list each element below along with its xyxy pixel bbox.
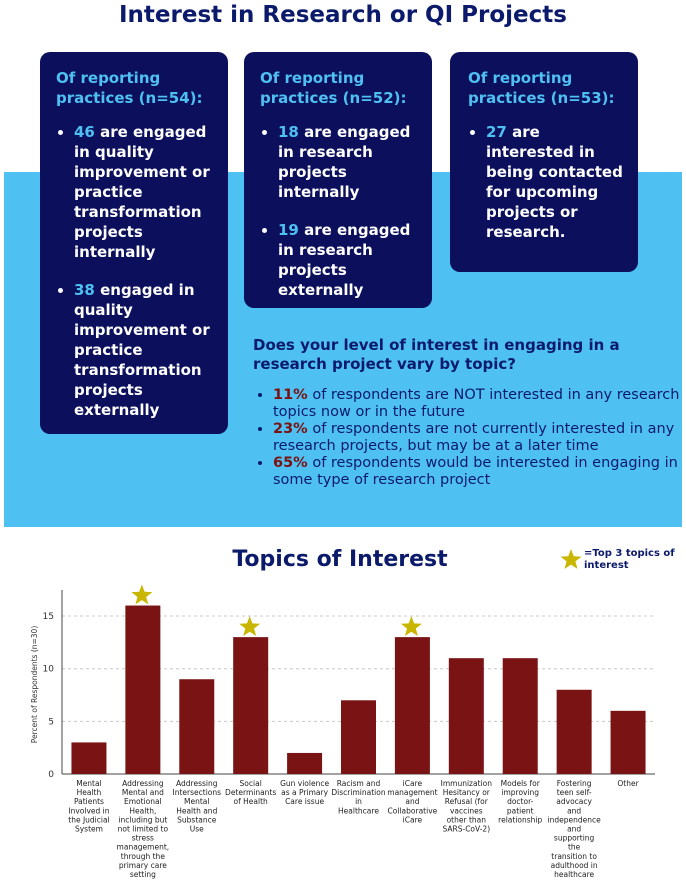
bar — [179, 679, 215, 774]
chart-title: Topics of Interest — [232, 547, 448, 572]
bar — [448, 658, 484, 774]
stat-text: are engaged in research projects externa… — [278, 221, 411, 299]
y-tick-label: 0 — [48, 770, 54, 780]
star-icon — [560, 549, 582, 569]
x-tick-label: Immunization Hesitancy or Refusal (for vacc… — [441, 779, 493, 834]
x-tick-label: Fostering teen self-advocacy and independen… — [548, 779, 602, 879]
card-stat: 27 are interested in being contacted for… — [486, 122, 626, 242]
stat-card-1: Of reporting practices (n=54): 46 are en… — [40, 52, 228, 434]
x-tick-label: Racism and Discrimination in Healthcare — [331, 779, 385, 815]
response-text: of respondents are not currently interes… — [273, 421, 675, 454]
chart-legend: =Top 3 topics of interest — [560, 546, 680, 576]
star-icon — [131, 584, 153, 605]
bar — [610, 710, 646, 774]
response-percent: 11% — [273, 387, 308, 403]
response-list: 11% of respondents are NOT interested in… — [253, 387, 686, 489]
x-tick-label: Addressing Intersections Mental Health and S… — [173, 779, 222, 834]
bar — [556, 689, 592, 774]
bar — [341, 700, 376, 774]
stat-value: 46 — [74, 123, 95, 141]
bar — [125, 605, 161, 774]
stat-value: 19 — [278, 221, 299, 239]
card-heading: Of reporting practices (n=53): — [468, 69, 615, 107]
stat-card-2: Of reporting practices (n=52): 18 are en… — [244, 52, 432, 308]
stat-text: are engaged in quality improvement or pr… — [74, 123, 210, 261]
bar — [233, 637, 269, 774]
x-tick-label: Addressing Mental and Emotional Health, incl… — [117, 779, 170, 879]
y-tick-label: 5 — [48, 717, 54, 727]
stat-text: engaged in quality improvement or practi… — [74, 281, 210, 419]
bar — [287, 752, 323, 774]
card-stat: 46 are engaged in quality improvement or… — [74, 122, 216, 262]
response-item: 11% of respondents are NOT interested in… — [273, 387, 686, 421]
x-tick-label: Social Determinants of Health — [225, 779, 276, 806]
response-percent: 23% — [273, 421, 308, 437]
bar-chart: 0 5 10 15 Percent of Respondents (n=30) Menta… — [30, 584, 655, 879]
x-tick-label: Gun violence as a Primary Care issue — [280, 779, 329, 806]
response-text: of respondents are NOT interested in any… — [273, 387, 680, 420]
response-item: 65% of respondents would be interested i… — [273, 455, 686, 489]
card-stat: 19 are engaged in research projects exte… — [278, 220, 420, 300]
card-heading: Of reporting practices (n=52): — [260, 69, 407, 107]
star-icon — [400, 616, 422, 636]
legend-label: =Top 3 topics of interest — [584, 548, 675, 571]
bar — [394, 637, 430, 774]
topic-question: Does your level of interest in engaging … — [253, 336, 620, 373]
y-tick-label: 10 — [43, 665, 55, 675]
y-axis-label: Percent of Respondents (n=30) — [30, 626, 39, 744]
stat-value: 38 — [74, 281, 95, 299]
card-stat: 18 are engaged in research projects inte… — [278, 122, 420, 202]
stat-text: are interested in being contacted for up… — [486, 123, 623, 241]
x-tick-label: Other — [617, 779, 639, 788]
card-heading: Of reporting practices (n=54): — [56, 69, 203, 107]
bar — [71, 742, 107, 774]
stat-value: 18 — [278, 123, 299, 141]
x-tick-label: Mental Health Patients Involved in the Judic… — [68, 779, 109, 834]
x-tick-label: iCare management and Collaborative iCare — [387, 779, 437, 824]
star-icon — [239, 616, 261, 636]
stat-card-3: Of reporting practices (n=53): 27 are in… — [450, 52, 638, 272]
response-percent: 65% — [273, 455, 308, 471]
response-text: of respondents would be interested in en… — [273, 455, 678, 488]
stat-text: are engaged in research projects interna… — [278, 123, 411, 201]
response-item: 23% of respondents are not currently int… — [273, 421, 686, 455]
card-stat: 38 engaged in quality improvement or pra… — [74, 280, 216, 420]
stat-value: 27 — [486, 123, 507, 141]
bar — [502, 658, 538, 774]
page-title: Interest in Research or QI Projects — [119, 2, 567, 28]
x-tick-label: Models for improving doctor-patient relatio… — [498, 779, 542, 824]
y-tick-label: 15 — [43, 612, 54, 622]
